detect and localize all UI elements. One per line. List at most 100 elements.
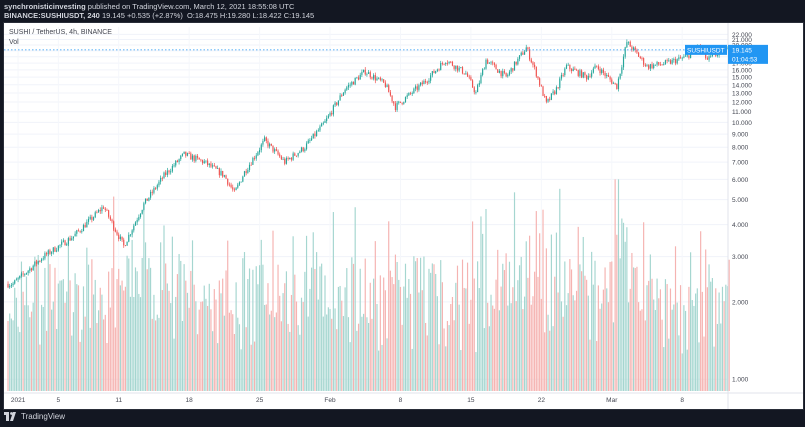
candle-body[interactable]: [92, 217, 95, 220]
candle-body[interactable]: [569, 64, 571, 70]
candle-body[interactable]: [207, 160, 209, 166]
candle-body[interactable]: [460, 67, 462, 68]
candle-body[interactable]: [341, 95, 343, 97]
candle-body[interactable]: [257, 152, 259, 156]
candle-body[interactable]: [364, 69, 366, 75]
candle-body[interactable]: [225, 175, 227, 179]
candle-body[interactable]: [495, 64, 497, 70]
candle-body[interactable]: [440, 63, 442, 71]
candle-body[interactable]: [129, 234, 132, 236]
candle-body[interactable]: [577, 70, 579, 76]
candle-body[interactable]: [51, 252, 53, 254]
candle-body[interactable]: [89, 216, 91, 219]
candle-body[interactable]: [14, 280, 16, 284]
candle-body[interactable]: [574, 68, 576, 70]
candle-body[interactable]: [678, 57, 680, 60]
candle-body[interactable]: [376, 78, 378, 81]
candle-body[interactable]: [492, 62, 494, 64]
candle-body[interactable]: [155, 187, 157, 189]
candle-body[interactable]: [139, 213, 142, 218]
candle-body[interactable]: [671, 59, 673, 64]
candle-body[interactable]: [205, 160, 207, 162]
candle-body[interactable]: [438, 69, 440, 71]
candle-body[interactable]: [238, 182, 241, 185]
candle-body[interactable]: [517, 58, 519, 65]
candle-body[interactable]: [550, 93, 552, 100]
candle-body[interactable]: [165, 172, 167, 175]
candle-body[interactable]: [282, 158, 284, 160]
candle-body[interactable]: [582, 72, 584, 78]
candle-body[interactable]: [710, 55, 712, 57]
candle-body[interactable]: [346, 87, 348, 90]
chart-svg[interactable]: 1.000 2.000 3.000 4.000 5.000 6.000 7.000 8.000…: [4, 23, 803, 409]
candle-body[interactable]: [373, 75, 375, 79]
candle-body[interactable]: [247, 169, 249, 173]
candle-body[interactable]: [624, 47, 626, 57]
candle-body[interactable]: [507, 74, 509, 77]
candle-body[interactable]: [200, 159, 202, 161]
candle-body[interactable]: [7, 283, 9, 288]
candle-body[interactable]: [604, 72, 606, 76]
candle-body[interactable]: [611, 79, 613, 84]
candle-body[interactable]: [622, 56, 625, 68]
candle-body[interactable]: [428, 80, 430, 83]
candle-body[interactable]: [72, 236, 75, 239]
candle-body[interactable]: [114, 229, 116, 232]
candle-body[interactable]: [669, 60, 672, 64]
candle-body[interactable]: [394, 103, 397, 110]
candle-body[interactable]: [488, 62, 490, 64]
candle-body[interactable]: [423, 81, 425, 85]
candle-body[interactable]: [307, 140, 309, 144]
candle-body[interactable]: [74, 233, 76, 237]
candle-body[interactable]: [29, 268, 31, 271]
candle-body[interactable]: [69, 238, 71, 241]
candle-body[interactable]: [575, 69, 578, 71]
candle-body[interactable]: [99, 210, 101, 212]
candle-body[interactable]: [399, 101, 402, 103]
candle-body[interactable]: [681, 57, 683, 59]
candle-body[interactable]: [181, 153, 184, 156]
candle-body[interactable]: [683, 56, 685, 58]
candle-body[interactable]: [104, 208, 106, 210]
candle-body[interactable]: [508, 71, 511, 75]
candle-body[interactable]: [151, 191, 153, 193]
candle-body[interactable]: [441, 63, 443, 64]
candle-body[interactable]: [292, 153, 294, 160]
candle-body[interactable]: [552, 91, 554, 94]
candle-body[interactable]: [349, 84, 351, 86]
candle-body[interactable]: [659, 64, 662, 66]
candle-body[interactable]: [661, 64, 663, 66]
candle-body[interactable]: [57, 245, 59, 251]
candle-body[interactable]: [279, 154, 281, 157]
candle-body[interactable]: [44, 253, 46, 259]
candle-body[interactable]: [498, 70, 500, 73]
candle-body[interactable]: [409, 92, 412, 94]
candle-body[interactable]: [644, 64, 646, 66]
candle-body[interactable]: [260, 144, 262, 151]
candle-body[interactable]: [351, 82, 353, 85]
candle-body[interactable]: [653, 64, 655, 69]
candle-body[interactable]: [91, 216, 93, 220]
candle-body[interactable]: [111, 219, 113, 222]
candle-body[interactable]: [497, 69, 499, 73]
candle-body[interactable]: [290, 157, 293, 160]
candle-body[interactable]: [17, 278, 19, 280]
candle-body[interactable]: [191, 155, 194, 160]
candle-body[interactable]: [166, 170, 168, 175]
candle-body[interactable]: [361, 72, 363, 75]
candle-body[interactable]: [15, 279, 17, 281]
candle-body[interactable]: [448, 61, 450, 64]
candle-body[interactable]: [651, 64, 653, 69]
candle-body[interactable]: [554, 91, 556, 94]
candle-body[interactable]: [47, 250, 49, 255]
candle-body[interactable]: [146, 198, 148, 201]
candle-body[interactable]: [453, 65, 455, 69]
candle-body[interactable]: [654, 64, 656, 66]
candle-body[interactable]: [502, 71, 504, 77]
candle-body[interactable]: [614, 82, 616, 84]
candle-body[interactable]: [398, 101, 400, 103]
candle-body[interactable]: [20, 273, 23, 276]
candle-body[interactable]: [592, 68, 594, 73]
candle-body[interactable]: [334, 102, 336, 106]
candle-body[interactable]: [468, 76, 470, 78]
